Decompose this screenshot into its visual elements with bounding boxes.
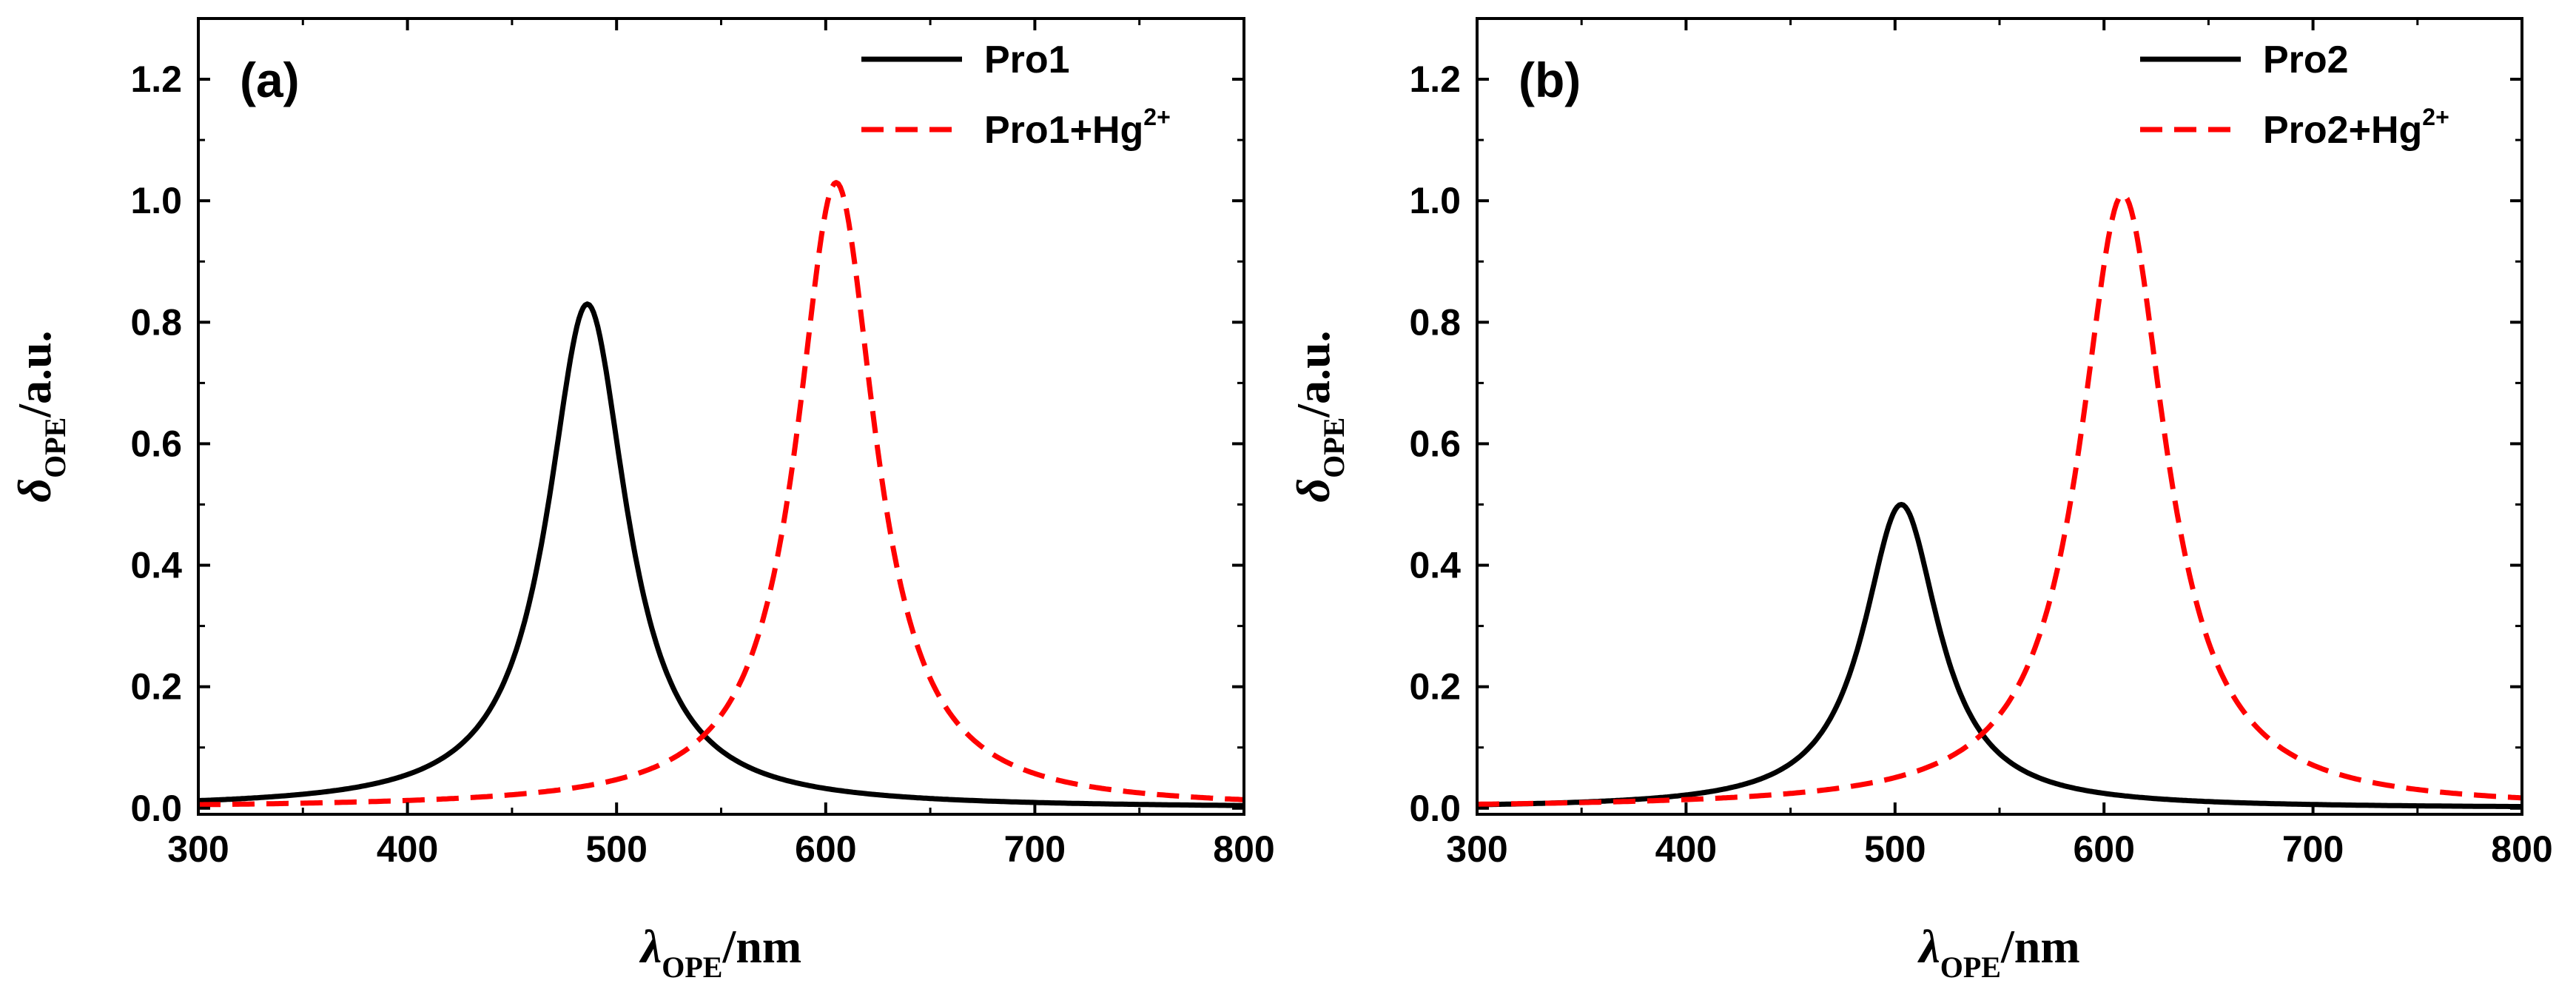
x-tick-label: 500 bbox=[1864, 828, 1926, 870]
y-tick-label: 1.2 bbox=[1409, 58, 1461, 100]
y-tick-label: 0.8 bbox=[1409, 301, 1461, 343]
legend-label: Pro1 bbox=[984, 38, 1070, 81]
x-axis-symbol: λ bbox=[1917, 920, 1940, 973]
y-axis-symbol: δ bbox=[1287, 478, 1339, 503]
panel-b: 300 400 500 600 700 800 0.0 0.2 0.4 0.6 0.8 1.0 1.2 (… bbox=[1287, 17, 2553, 984]
y-axis-suffix: /a.u. bbox=[8, 330, 61, 418]
x-tick-label: 800 bbox=[1213, 828, 1274, 870]
legend-label-base: Pro1+Hg bbox=[984, 109, 1143, 152]
y-tick-label: 0.8 bbox=[130, 301, 182, 343]
y-tick-label: 0.2 bbox=[1409, 666, 1461, 708]
x-tick-label: 700 bbox=[2282, 828, 2344, 870]
x-tick-label: 700 bbox=[1004, 828, 1066, 870]
x-tick-label: 400 bbox=[377, 828, 438, 870]
y-tick-label: 0.0 bbox=[1409, 788, 1461, 829]
x-axis-symbol: λ bbox=[639, 920, 662, 973]
panel-label: (a) bbox=[240, 53, 300, 107]
y-axis-suffix: /a.u. bbox=[1287, 330, 1339, 418]
panel-label: (b) bbox=[1519, 53, 1581, 107]
legend-label-base: Pro2+Hg bbox=[2263, 109, 2422, 152]
legend-label-sup: 2+ bbox=[2422, 104, 2449, 130]
y-axis-subscript: OPE bbox=[1317, 418, 1351, 478]
legend-label: Pro2 bbox=[2263, 38, 2349, 81]
y-axis-subscript: OPE bbox=[38, 418, 72, 478]
y-tick-label: 1.0 bbox=[1409, 180, 1461, 221]
legend-label-sup: 2+ bbox=[1143, 104, 1170, 130]
series-line-pro1 bbox=[198, 301, 1245, 808]
series-line-pro2 bbox=[1476, 502, 2523, 810]
y-tick-label: 0.6 bbox=[130, 423, 182, 464]
x-tick-label: 500 bbox=[585, 828, 647, 870]
y-axis-title: δOPE/a.u. bbox=[8, 330, 72, 502]
x-axis-title: λOPE/nm bbox=[1917, 920, 2079, 984]
legend-label: Pro2+Hg2+ bbox=[2263, 104, 2449, 152]
y-tick-label: 0.6 bbox=[1409, 423, 1461, 464]
x-axis-suffix: /nm bbox=[722, 920, 801, 973]
series-line-pro1-hg2- bbox=[198, 180, 1245, 808]
legend-label-base: Pro1 bbox=[984, 38, 1070, 81]
y-tick-label: 1.0 bbox=[130, 180, 182, 221]
y-tick-label: 0.2 bbox=[130, 666, 182, 708]
y-tick-label: 0.4 bbox=[1409, 545, 1461, 586]
y-axis-title: δOPE/a.u. bbox=[1287, 330, 1351, 502]
y-tick-label: 0.0 bbox=[130, 788, 182, 829]
x-tick-label: 300 bbox=[167, 828, 229, 870]
panel-a: 300 400 500 600 700 800 0.0 0.2 0.4 0.6 0.8 1.0 1.2 (… bbox=[8, 17, 1275, 984]
x-axis-suffix: /nm bbox=[2000, 920, 2080, 973]
x-axis-subscript: OPE bbox=[1940, 951, 2001, 984]
x-tick-label: 400 bbox=[1655, 828, 1717, 870]
x-tick-label: 800 bbox=[2491, 828, 2552, 870]
legend-label: Pro1+Hg2+ bbox=[984, 104, 1171, 152]
x-axis-subscript: OPE bbox=[662, 951, 722, 984]
x-tick-label: 600 bbox=[2073, 828, 2134, 870]
x-tick-label: 300 bbox=[1446, 828, 1507, 870]
x-tick-label: 600 bbox=[795, 828, 856, 870]
y-axis-symbol: δ bbox=[8, 478, 61, 503]
series-line-pro2-hg2- bbox=[1476, 192, 2523, 807]
y-tick-label: 1.2 bbox=[130, 58, 182, 100]
legend-label-base: Pro2 bbox=[2263, 38, 2349, 81]
y-tick-label: 0.4 bbox=[130, 545, 182, 586]
x-axis-title: λOPE/nm bbox=[639, 920, 801, 984]
